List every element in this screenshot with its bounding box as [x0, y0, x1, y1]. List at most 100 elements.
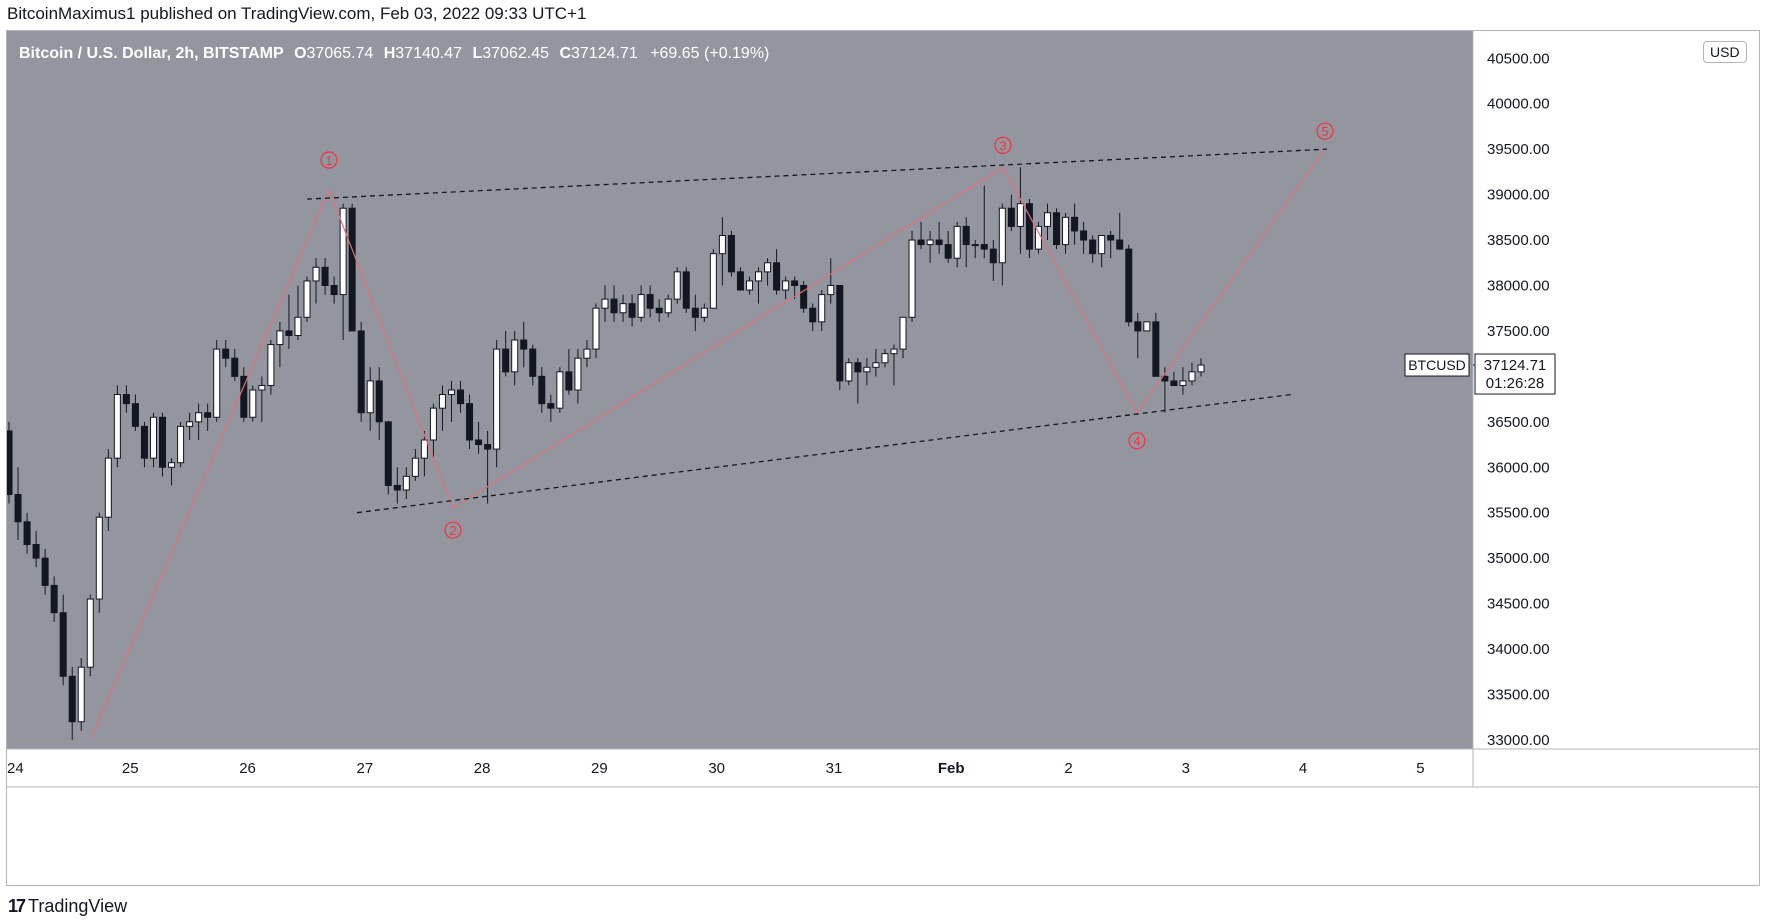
- candle: [267, 344, 275, 386]
- candle: [1152, 321, 1160, 377]
- y-tick-label: 40000.00: [1487, 96, 1550, 113]
- candle: [1089, 239, 1097, 255]
- candle: [655, 307, 663, 314]
- symbol-title[interactable]: Bitcoin / U.S. Dollar, 2h, BITSTAMP: [19, 45, 284, 62]
- candle: [159, 416, 167, 468]
- candle: [7, 430, 13, 496]
- y-tick-label: 36500.00: [1487, 414, 1550, 431]
- candle: [646, 294, 654, 309]
- candle: [1188, 371, 1196, 382]
- y-tick-label: 34000.00: [1487, 641, 1550, 658]
- candle: [736, 271, 744, 291]
- low-value: 37062.45: [482, 45, 549, 62]
- publisher-header: BitcoinMaximus1 published on TradingView…: [7, 4, 587, 23]
- candle: [502, 348, 510, 373]
- price-axis-panel[interactable]: [1473, 31, 1760, 787]
- candle: [547, 403, 555, 409]
- x-tick-label: 24: [7, 760, 24, 777]
- candle: [863, 366, 871, 373]
- y-tick-label: 38500.00: [1487, 232, 1550, 249]
- candle: [68, 675, 76, 723]
- candle: [755, 271, 763, 282]
- candle: [429, 407, 437, 441]
- candle: [249, 389, 257, 418]
- candle: [484, 444, 492, 450]
- candle: [1107, 234, 1115, 241]
- candle: [475, 439, 483, 446]
- y-tick-label: 36000.00: [1487, 459, 1550, 476]
- y-tick-label: 35000.00: [1487, 550, 1550, 567]
- candle: [357, 330, 365, 414]
- candle: [1062, 216, 1070, 246]
- candle: [303, 280, 311, 318]
- candle: [1098, 234, 1106, 255]
- candle: [881, 353, 889, 364]
- candle: [411, 457, 419, 477]
- wave-label-1: 1: [325, 153, 332, 168]
- candle: [682, 271, 690, 309]
- candle: [998, 207, 1006, 264]
- x-tick-label: 31: [826, 760, 843, 777]
- candle: [77, 666, 85, 723]
- close-label: C: [559, 45, 571, 62]
- candle: [466, 403, 474, 441]
- candle: [339, 207, 347, 296]
- candle: [529, 348, 537, 377]
- candle: [23, 521, 31, 546]
- candle: [1179, 380, 1187, 386]
- candle: [59, 612, 67, 677]
- candle: [420, 439, 428, 459]
- tradingview-logo[interactable]: 17 TradingView: [8, 896, 127, 917]
- candle: [1134, 321, 1142, 332]
- candle: [854, 362, 862, 373]
- candle: [971, 244, 979, 247]
- candle: [204, 412, 212, 418]
- candle: [980, 244, 988, 250]
- y-tick-label: 33500.00: [1487, 686, 1550, 703]
- candle: [583, 348, 591, 359]
- candle: [1025, 203, 1033, 250]
- candle: [366, 380, 374, 414]
- x-tick-label: 29: [591, 760, 608, 777]
- candle: [14, 494, 22, 523]
- candle: [673, 271, 681, 300]
- y-tick-label: 35500.00: [1487, 505, 1550, 522]
- candle: [637, 294, 645, 318]
- wave-label-circle: [994, 136, 1012, 154]
- candle: [375, 380, 383, 423]
- candle: [104, 457, 112, 518]
- candle: [700, 307, 708, 318]
- time-axis-panel[interactable]: [7, 749, 1473, 787]
- plot-background[interactable]: [7, 31, 1473, 749]
- price-chart[interactable]: 33000.00 33500.00 34000.00 34500.00 35000.00…: [7, 31, 1760, 886]
- candle: [791, 280, 799, 286]
- wave-label-3: 3: [999, 138, 1006, 153]
- wave-label-circle: [444, 521, 462, 539]
- candle: [619, 303, 627, 314]
- x-tick-label: 2: [1064, 760, 1072, 777]
- symbol-tag-box[interactable]: [1404, 353, 1470, 377]
- candle: [592, 307, 600, 350]
- price-tag-box[interactable]: [1474, 353, 1556, 395]
- candle: [1116, 239, 1124, 250]
- candle: [628, 303, 636, 318]
- currency-badge[interactable]: USD: [1703, 41, 1747, 63]
- candle: [50, 584, 58, 614]
- lower-channel-line[interactable]: [356, 393, 1292, 514]
- candle: [149, 416, 157, 459]
- candle: [953, 225, 961, 259]
- candle: [745, 280, 753, 291]
- x-tick-label: 4: [1299, 760, 1307, 777]
- x-tick-label: 30: [708, 760, 725, 777]
- candle: [131, 403, 139, 427]
- candle: [691, 307, 699, 318]
- high-value: 37140.47: [395, 45, 463, 62]
- tradingview-logo-text: TradingView: [28, 896, 128, 916]
- elliott-wave-line[interactable]: [89, 148, 1326, 741]
- candle: [538, 375, 546, 405]
- candle: [827, 284, 835, 296]
- open-value: 37065.74: [306, 45, 374, 62]
- candle: [113, 394, 121, 459]
- candle: [258, 384, 266, 391]
- chart-frame[interactable]: 33000.00 33500.00 34000.00 34500.00 35000.00…: [6, 30, 1760, 886]
